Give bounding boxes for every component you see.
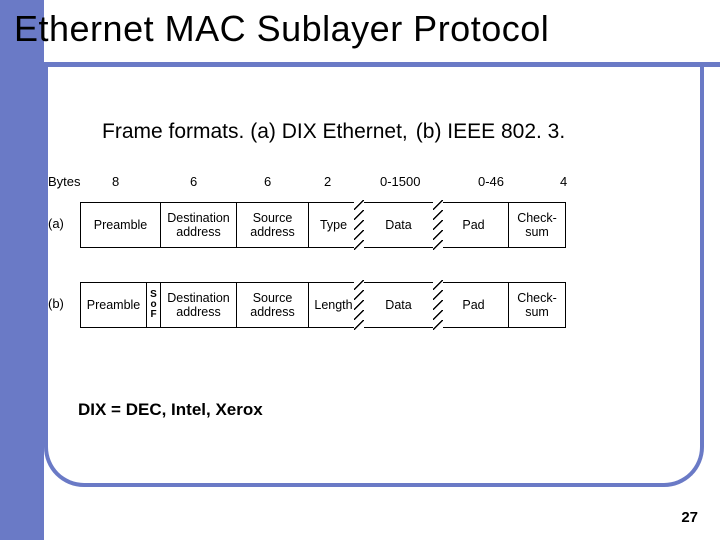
bytes-col-6: 4 — [560, 174, 567, 189]
row-b-label: (b) — [48, 296, 64, 311]
frame-cell-line: address — [176, 305, 220, 319]
page-number: 27 — [681, 509, 698, 526]
frame-cell-line: Preamble — [87, 298, 141, 312]
frame-cell-line: sum — [525, 225, 549, 239]
frame-cell-line: Preamble — [94, 218, 148, 232]
slide-title: Ethernet MAC Sublayer Protocol — [14, 8, 549, 50]
frame-cell-line: Type — [320, 218, 347, 232]
frame-cell-line: address — [250, 225, 294, 239]
frame-cell-line: Pad — [462, 218, 484, 232]
frame-cell-line: Destination — [167, 291, 230, 305]
frame-cell-line: F — [150, 310, 156, 320]
bytes-col-5: 0-46 — [478, 174, 504, 189]
frame-cell-line: Data — [385, 218, 411, 232]
frame-cell-line: Source — [253, 291, 293, 305]
frame-cell-line: address — [250, 305, 294, 319]
bytes-col-0: 8 — [112, 174, 119, 189]
frame-row-a: (a) PreambleDestinationaddressSourceaddr… — [50, 202, 670, 250]
frame-cell: Type — [309, 203, 359, 247]
subtitle-prefix: Frame formats. — [102, 120, 250, 143]
row-b-cells: PreambleSoFDestinationaddressSourceaddre… — [80, 282, 566, 328]
frame-cell: Preamble — [81, 203, 161, 247]
frame-cell-line: Destination — [167, 211, 230, 225]
row-a-cells: PreambleDestinationaddressSourceaddressT… — [80, 202, 566, 248]
frame-cell-line: Check- — [517, 291, 557, 305]
frame-cell: Destinationaddress — [161, 283, 237, 327]
frame-cell: Sourceaddress — [237, 203, 309, 247]
frame-cell: Check-sum — [509, 283, 565, 327]
frame-cell: Data — [359, 203, 439, 247]
frame-format-diagram: Bytes 8 6 6 2 0-1500 0-46 4 (a) Preamble… — [50, 170, 670, 330]
frame-cell: Check-sum — [509, 203, 565, 247]
left-accent-bar — [0, 0, 44, 540]
subtitle-part-b: (b) IEEE 802. 3. — [416, 120, 565, 143]
frame-cell-line: sum — [525, 305, 549, 319]
bytes-col-4: 0-1500 — [380, 174, 420, 189]
frame-cell: Destinationaddress — [161, 203, 237, 247]
frame-cell-line: Pad — [462, 298, 484, 312]
frame-cell: Data — [359, 283, 439, 327]
footnote: DIX = DEC, Intel, Xerox — [78, 400, 263, 420]
bytes-col-3: 2 — [324, 174, 331, 189]
frame-cell: Sourceaddress — [237, 283, 309, 327]
frame-row-b: (b) PreambleSoFDestinationaddressSourcea… — [50, 282, 670, 330]
frame-cell: Preamble — [81, 283, 147, 327]
frame-cell: Pad — [439, 203, 509, 247]
frame-cell: Length — [309, 283, 359, 327]
subtitle: Frame formats. (a) DIX Ethernet, (b) IEEE… — [102, 120, 565, 144]
frame-cell: Pad — [439, 283, 509, 327]
frame-cell: SoF — [147, 283, 161, 327]
bytes-col-2: 6 — [264, 174, 271, 189]
frame-cell-line: Length — [314, 298, 352, 312]
frame-cell-line: Data — [385, 298, 411, 312]
bytes-header-label: Bytes — [48, 174, 81, 189]
bytes-col-1: 6 — [190, 174, 197, 189]
row-a-label: (a) — [48, 216, 64, 231]
subtitle-part-a: (a) DIX Ethernet, — [250, 120, 408, 143]
bytes-header-row: Bytes 8 6 6 2 0-1500 0-46 4 — [50, 170, 670, 196]
frame-cell-line: Source — [253, 211, 293, 225]
frame-cell-line: Check- — [517, 211, 557, 225]
frame-cell-line: address — [176, 225, 220, 239]
